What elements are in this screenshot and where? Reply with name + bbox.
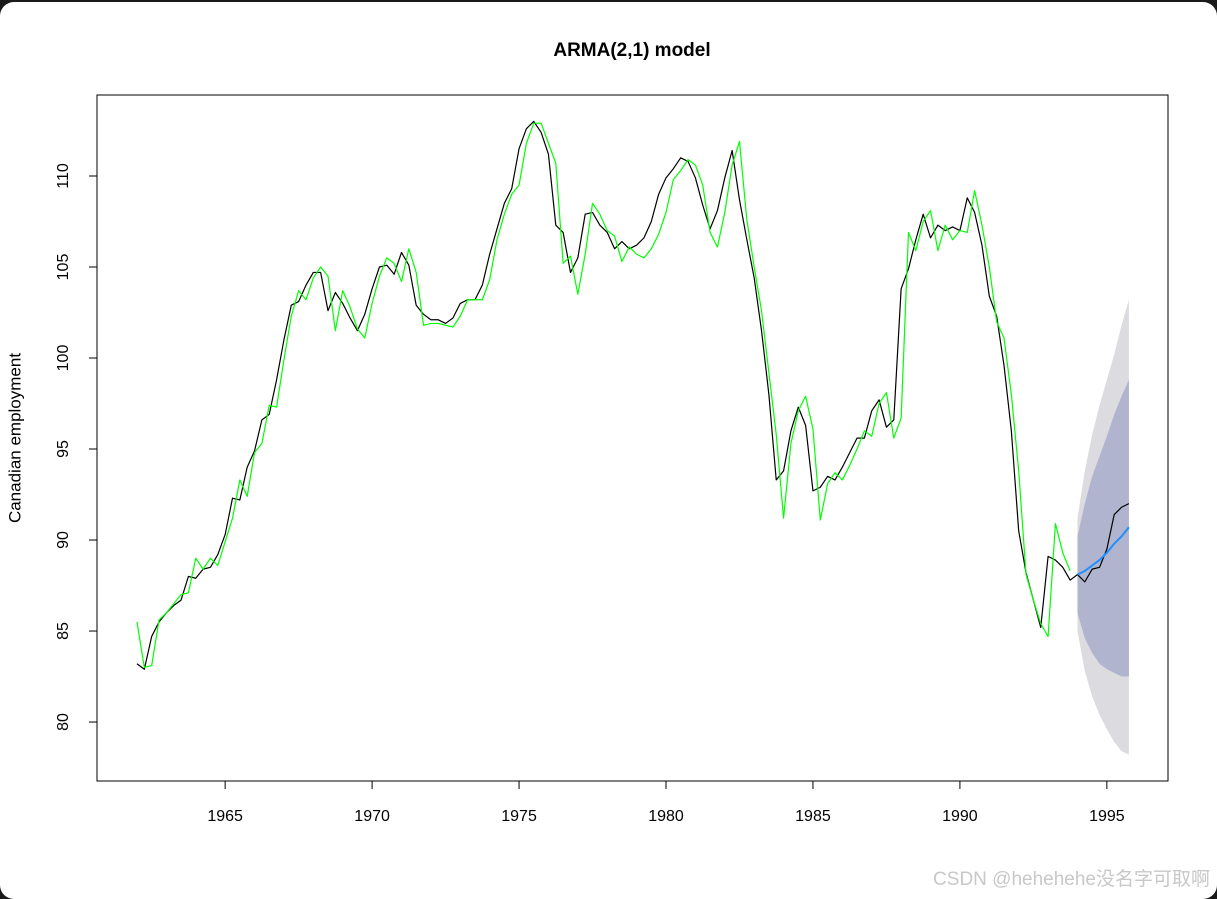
series-line bbox=[136, 122, 1071, 669]
x-tick-label: 1995 bbox=[1089, 808, 1125, 825]
x-tick-label: 1970 bbox=[354, 808, 390, 825]
y-tick-label: 80 bbox=[55, 713, 72, 731]
x-tick-label: 1980 bbox=[648, 808, 684, 825]
forecast-line bbox=[1077, 526, 1130, 576]
y-axis-label: Canadian employment bbox=[5, 353, 24, 523]
y-tick-label: 85 bbox=[55, 622, 72, 640]
watermark: CSDN @hehehehe没名字可取啊 bbox=[933, 868, 1210, 890]
forecast-interval bbox=[1077, 379, 1129, 677]
plot-frame bbox=[96, 94, 1169, 782]
y-tick-label: 100 bbox=[55, 345, 72, 372]
y-tick-label: 110 bbox=[55, 163, 72, 189]
x-tick-label: 1985 bbox=[795, 808, 831, 825]
x-tick-label: 1975 bbox=[501, 808, 537, 825]
x-tick-label: 1990 bbox=[942, 808, 978, 825]
chart-title: ARMA(2,1) model bbox=[553, 40, 710, 61]
y-tick-label: 90 bbox=[55, 531, 72, 549]
series-line bbox=[136, 120, 1130, 670]
y-tick-label: 105 bbox=[55, 254, 72, 281]
y-tick-label: 95 bbox=[55, 440, 72, 458]
x-tick-label: 1965 bbox=[207, 808, 243, 825]
